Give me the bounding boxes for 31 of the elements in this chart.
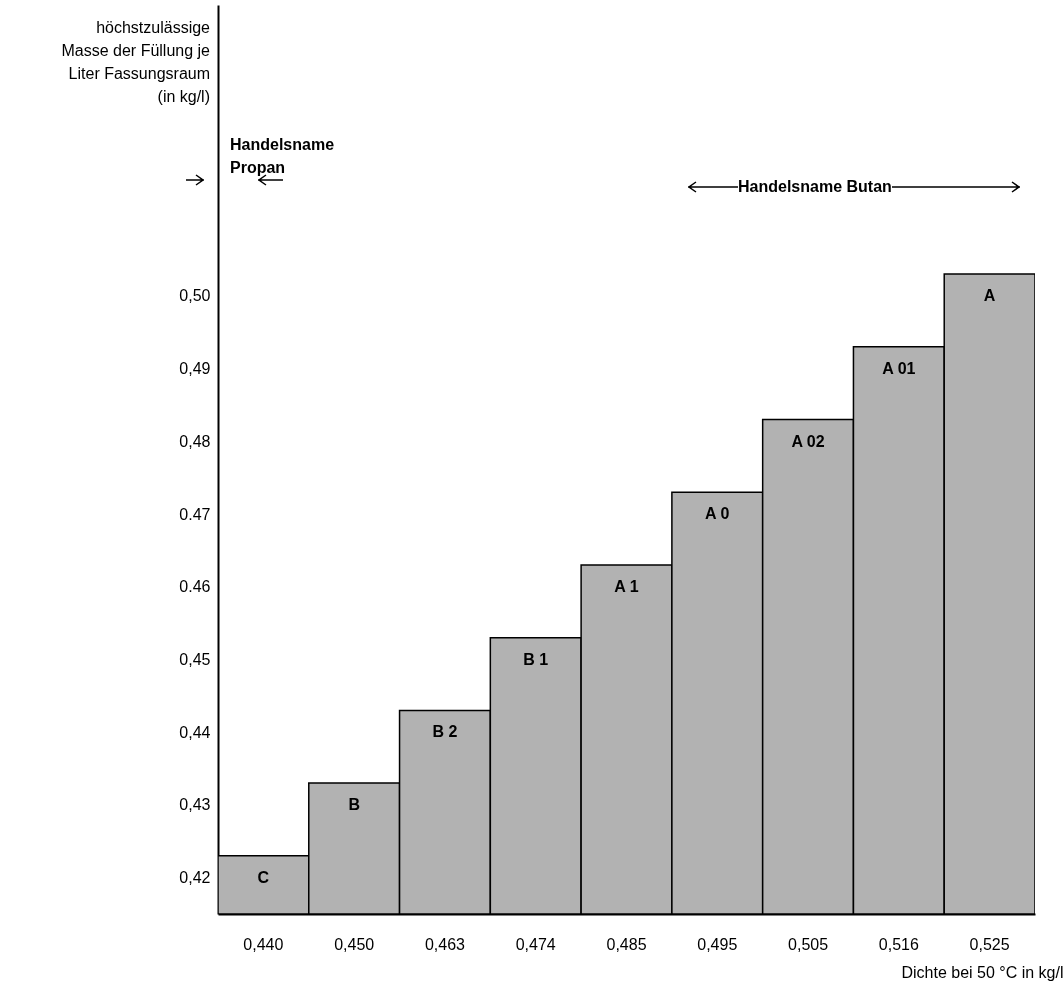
y-tick-label: 0.46 [179, 578, 211, 596]
x-axis-title: Dichte bei 50 °C in kg/l [901, 963, 1063, 981]
y-tick-label: 0,45 [179, 650, 211, 668]
x-tick-label: 0,516 [878, 935, 919, 953]
data-label: B 1 [523, 650, 549, 668]
annotation: Handelsname Butan [738, 177, 892, 197]
data-label: A 02 [791, 432, 825, 450]
data-label: B 2 [432, 723, 458, 741]
x-tick-label: 0,463 [424, 935, 466, 953]
x-tick-label: 0,525 [969, 935, 1010, 953]
y-tick-label: 0.47 [179, 505, 211, 523]
y-tick-label: 0,48 [179, 432, 211, 450]
x-tick-label: 0,474 [515, 935, 556, 953]
y-tick-label: 0,42 [179, 869, 211, 887]
x-tick-label: 0,440 [243, 935, 284, 953]
data-label: C [257, 868, 270, 886]
x-tick-label: 0,505 [788, 935, 829, 953]
annotation: Handelsname Propan [230, 135, 336, 178]
data-label: A [983, 287, 996, 305]
y-tick-label: 0,49 [179, 360, 211, 378]
data-label: A 1 [614, 577, 639, 595]
x-tick-label: 0,485 [606, 935, 647, 953]
y-tick-label: 0,43 [179, 796, 211, 814]
data-label: A 01 [882, 359, 916, 377]
x-tick-label: 0,450 [334, 935, 375, 953]
y-tick-label: 0,50 [179, 287, 211, 305]
x-tick-label: 0,495 [697, 935, 738, 953]
data-label: A 0 [705, 505, 730, 523]
y-axis-title: höchstzulässige Masse der Füllung je Liter Fassungsraum (in kg/l) [60, 18, 210, 107]
data-label: B [348, 796, 360, 814]
y-tick-label: 0,44 [179, 723, 211, 741]
